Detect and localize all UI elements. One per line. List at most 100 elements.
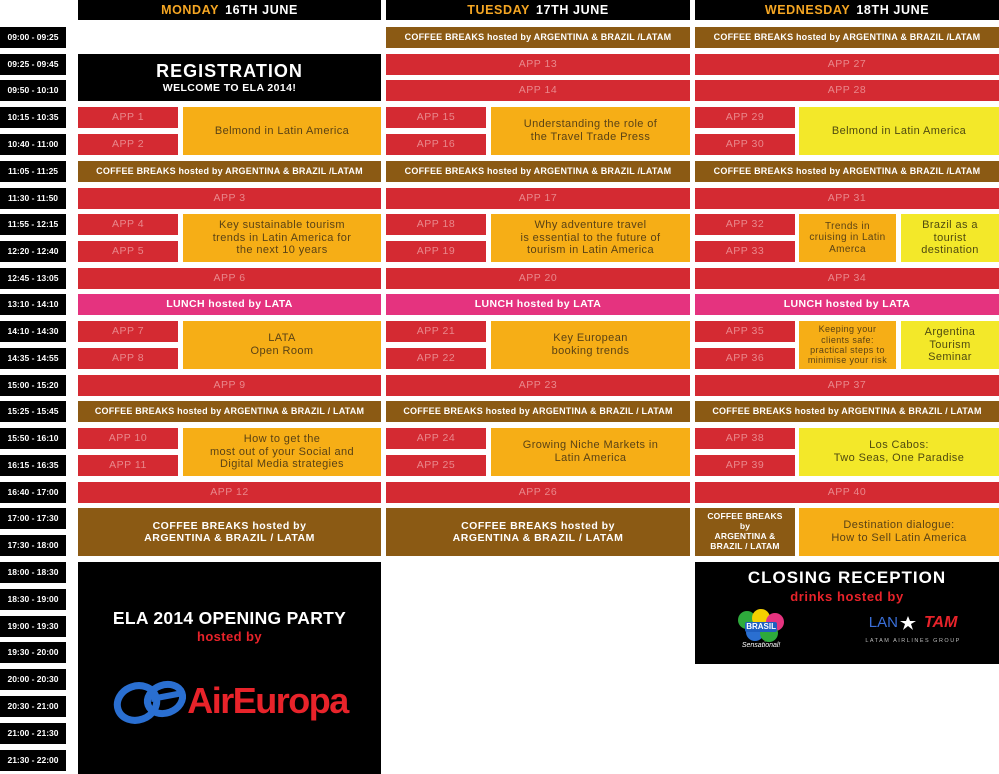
time-slot: 18:30 - 19:00 xyxy=(0,589,66,610)
session-line: Open Room xyxy=(250,345,314,357)
appointment-slot: APP 20 xyxy=(386,268,690,289)
session-block: Understanding the role of the Travel Trad… xyxy=(491,107,690,155)
time-slot: 16:15 - 16:35 xyxy=(0,455,66,476)
coffee-line: ARGENTINA & BRAZIL / LATAM xyxy=(144,532,315,544)
session-block: Why adventure travel is essential to the … xyxy=(491,214,690,262)
air-europa-wordmark: AirEuropa xyxy=(187,680,349,722)
appointment-slot: APP 1 xyxy=(78,107,178,128)
time-slot: 17:30 - 18:00 xyxy=(0,535,66,556)
brasil-logo-icon xyxy=(738,609,785,643)
lunch-break: LUNCH hosted by LATA xyxy=(78,294,381,315)
appointment-slot: APP 19 xyxy=(386,241,486,262)
time-slot: 14:35 - 14:55 xyxy=(0,348,66,369)
coffee-line: BRAZIL / LATAM xyxy=(710,540,780,551)
session-line: Digital Media strategies xyxy=(220,458,344,471)
time-slot: 14:10 - 14:30 xyxy=(0,321,66,342)
coffee-break: COFFEE BREAKS hosted by ARGENTINA & BRAZI… xyxy=(78,508,381,556)
time-slot: 20:00 - 20:30 xyxy=(0,669,66,690)
day-header-monday: MONDAY 16TH JUNE xyxy=(78,0,381,20)
time-slot: 21:30 - 22:00 xyxy=(0,750,66,771)
appointment-slot: APP 31 xyxy=(695,188,999,209)
session-line: the Travel Trade Press xyxy=(530,131,651,143)
coffee-break: COFFEE BREAKS hosted by ARGENTINA & BRAZ… xyxy=(386,161,690,182)
time-slot: 09:00 - 09:25 xyxy=(0,27,66,48)
appointment-slot: APP 2 xyxy=(78,134,178,155)
appointment-slot: APP 11 xyxy=(78,455,178,476)
session-line: LATA xyxy=(268,332,296,345)
appointment-slot: APP 37 xyxy=(695,375,999,396)
tam-logo-text: TAM xyxy=(923,613,958,631)
appointment-slot: APP 13 xyxy=(386,54,690,75)
session-line: Why adventure travel xyxy=(534,219,647,232)
session-line: Amerca xyxy=(829,243,866,255)
session-line: How to Sell Latin America xyxy=(831,532,967,544)
time-slot: 12:45 - 13:05 xyxy=(0,268,66,289)
time-slot: 09:50 - 10:10 xyxy=(0,80,66,101)
time-slot: 15:25 - 15:45 xyxy=(0,401,66,422)
air-europa-emblem-icon xyxy=(114,681,187,724)
session-block: Keeping your clients safe: practical steps… xyxy=(799,321,896,369)
session-line: destination xyxy=(921,244,979,257)
coffee-break: COFFEE BREAKS hosted by ARGENTINA & BRAZ… xyxy=(695,27,999,48)
closing-reception-block: CLOSING RECEPTION drinks hosted by BRASI… xyxy=(695,562,999,664)
appointment-slot: APP 24 xyxy=(386,428,486,449)
appointment-slot: APP 33 xyxy=(695,241,795,262)
time-slot: 19:00 - 19:30 xyxy=(0,616,66,637)
appointment-slot: APP 4 xyxy=(78,214,178,235)
session-block: How to get the most out of your Social an… xyxy=(183,428,381,476)
appointment-slot: APP 36 xyxy=(695,348,795,369)
appointment-slot: APP 5 xyxy=(78,241,178,262)
appointment-slot: APP 16 xyxy=(386,134,486,155)
appointment-slot: APP 21 xyxy=(386,321,486,342)
day-header-wednesday: WEDNESDAY 18TH JUNE xyxy=(695,0,999,20)
appointment-slot: APP 39 xyxy=(695,455,795,476)
date: 17TH JUNE xyxy=(536,2,609,17)
opening-party-block: ELA 2014 OPENING PARTY hosted by AirEuro… xyxy=(78,562,381,774)
coffee-break: COFFEE BREAKS hosted by ARGENTINA & BRAZ… xyxy=(695,161,999,182)
weekday: MONDAY xyxy=(161,2,220,17)
registration-subtitle: WELCOME TO ELA 2014! xyxy=(162,81,297,94)
appointment-slot: APP 27 xyxy=(695,54,999,75)
appointment-slot: APP 32 xyxy=(695,214,795,235)
appointment-slot: APP 9 xyxy=(78,375,381,396)
session-block: Growing Niche Markets in Latin America xyxy=(491,428,690,476)
appointment-slot: APP 22 xyxy=(386,348,486,369)
appointment-slot: APP 34 xyxy=(695,268,999,289)
appointment-slot: APP 12 xyxy=(78,482,381,503)
time-slot: 11:30 - 11:50 xyxy=(0,188,66,209)
appointment-slot: APP 29 xyxy=(695,107,795,128)
session-line: Growing Niche Markets in xyxy=(522,439,659,452)
session-line: How to get the xyxy=(243,433,321,446)
date: 18TH JUNE xyxy=(856,2,930,17)
appointment-slot: APP 35 xyxy=(695,321,795,342)
session-line: Key European xyxy=(553,332,628,345)
time-slot: 15:50 - 16:10 xyxy=(0,428,66,449)
appointment-slot: APP 38 xyxy=(695,428,795,449)
appointment-slot: APP 28 xyxy=(695,80,999,101)
session-line: Seminar xyxy=(928,351,972,364)
session-line: cruising in Latin xyxy=(809,232,886,244)
session-block: Key sustainable tourism trends in Latin A… xyxy=(183,214,381,262)
appointment-slot: APP 15 xyxy=(386,107,486,128)
lunch-break: LUNCH hosted by LATA xyxy=(386,294,690,315)
air-europa-logo: AirEuropa xyxy=(111,673,349,729)
session-block: Belmond in Latin America xyxy=(183,107,381,155)
day-header-tuesday: TUESDAY 17TH JUNE xyxy=(386,0,690,20)
session-line: Two Seas, One Paradise xyxy=(833,452,965,464)
session-line: Trends in xyxy=(825,220,870,232)
time-slot: 10:15 - 10:35 xyxy=(0,107,66,128)
brasil-logo-text: BRASIL xyxy=(746,622,776,632)
session-line: the next 10 years xyxy=(236,244,328,257)
coffee-line: ARGENTINA & BRAZIL / LATAM xyxy=(452,532,624,544)
coffee-break: COFFEE BREAKS hosted by ARGENTINA & BRAZI… xyxy=(386,508,690,556)
appointment-slot: APP 7 xyxy=(78,321,178,342)
time-slot: 13:10 - 14:10 xyxy=(0,294,66,315)
registration-block: REGISTRATION WELCOME TO ELA 2014! xyxy=(78,54,381,101)
opening-party-hosted: hosted by xyxy=(197,629,262,645)
appointment-slot: APP 30 xyxy=(695,134,795,155)
coffee-break: COFFEE BREAKS hosted by ARGENTINA & BRAZ… xyxy=(695,401,999,422)
weekday: TUESDAY xyxy=(467,2,530,17)
coffee-line: by xyxy=(739,521,751,532)
coffee-break: COFFEE BREAKS hosted by ARGENTINA & BRAZ… xyxy=(386,401,690,422)
coffee-break: COFFEE BREAKS hosted by ARGENTINA & BRAZ… xyxy=(78,401,381,422)
